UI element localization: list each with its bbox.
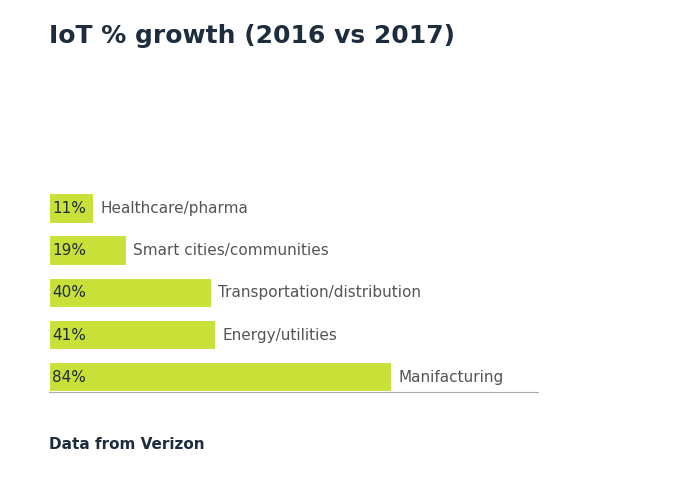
Text: Data from Verizon: Data from Verizon [49,437,204,452]
Bar [49,193,94,224]
Text: Healthcare/pharma: Healthcare/pharma [100,201,248,216]
Bar [49,277,212,308]
Bar [49,362,392,393]
Text: Transportation/distribution: Transportation/distribution [218,285,421,300]
Text: 40%: 40% [52,285,86,300]
Text: 84%: 84% [52,370,86,385]
Text: 11%: 11% [52,201,86,216]
Text: Energy/utilities: Energy/utilities [223,327,337,343]
Text: Smart cities/communities: Smart cities/communities [133,243,328,258]
Bar [49,235,127,266]
Text: 19%: 19% [52,243,86,258]
Text: IoT % growth (2016 vs 2017): IoT % growth (2016 vs 2017) [49,24,455,48]
Text: 41%: 41% [52,327,86,343]
Text: Manifacturing: Manifacturing [398,370,503,385]
Bar [49,320,216,350]
